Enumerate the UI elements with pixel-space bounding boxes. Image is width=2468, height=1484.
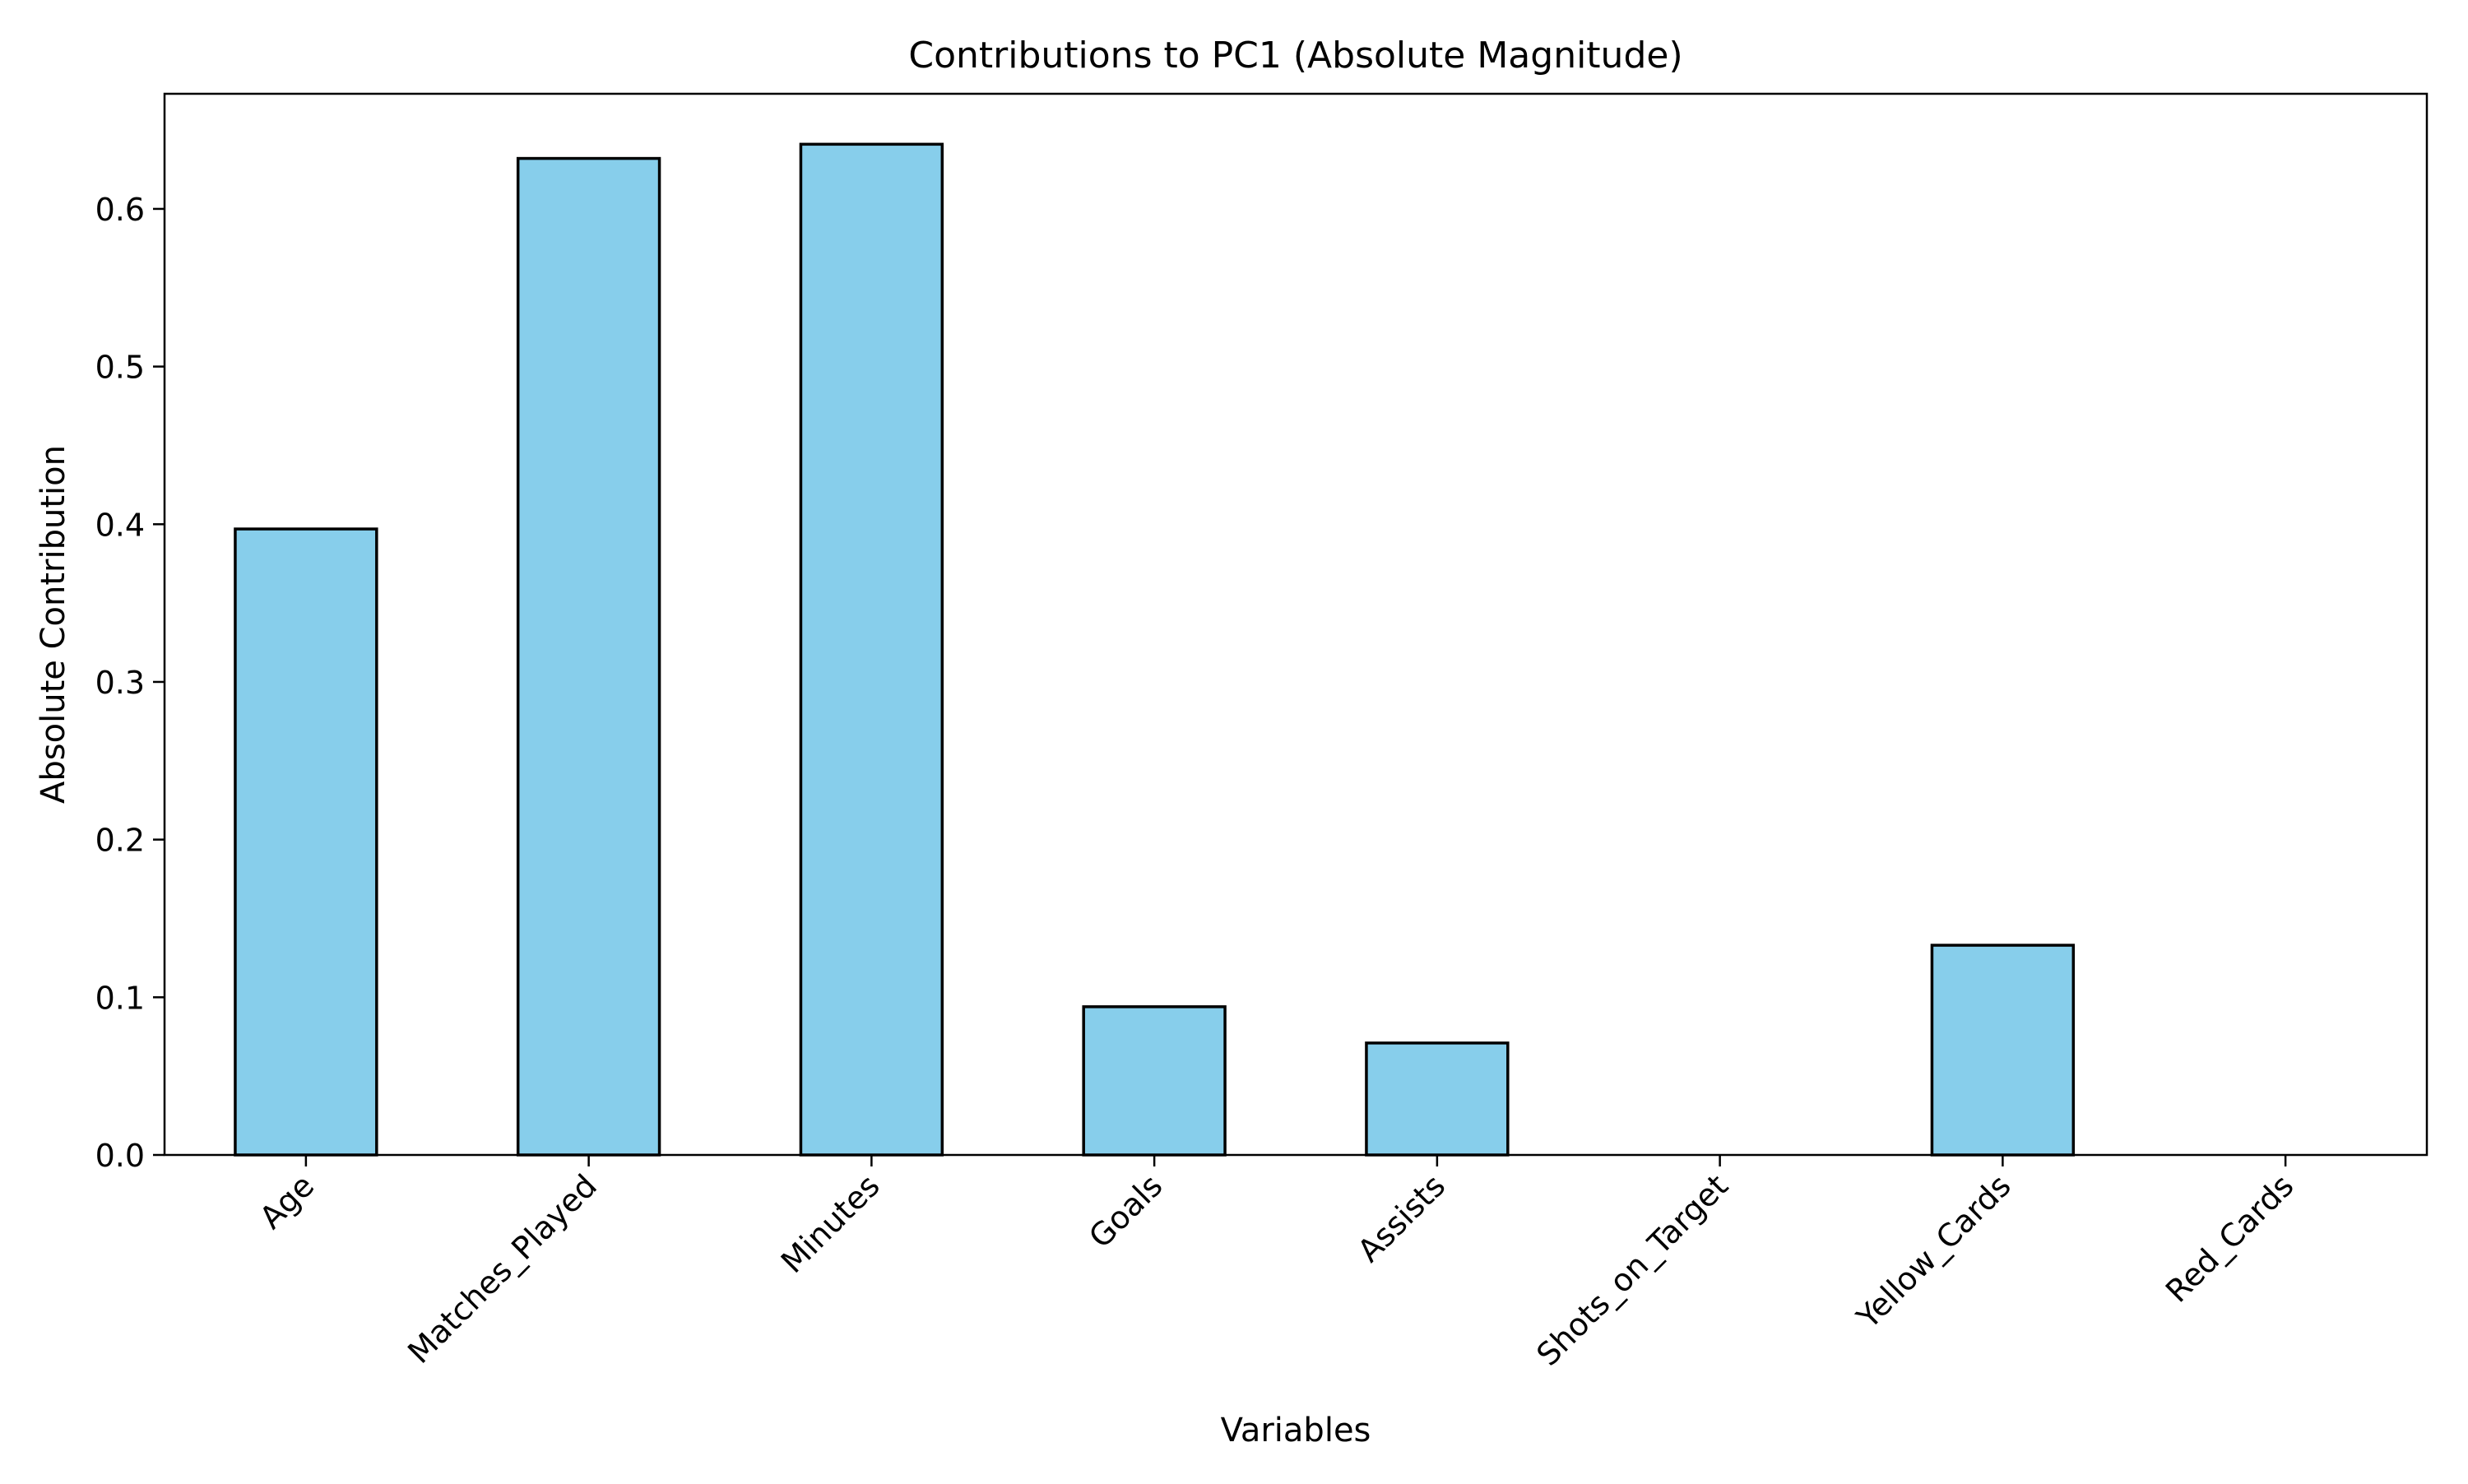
chart-title: Contributions to PC1 (Absolute Magnitude… — [908, 35, 1682, 77]
y-tick-label: 0.5 — [95, 350, 145, 386]
x-tick-label: Matches_Played — [401, 1167, 604, 1370]
bar — [1930, 944, 2076, 1157]
bar — [516, 156, 661, 1157]
x-axis-label: Variables — [1221, 1412, 1371, 1449]
x-axis: Age Matches_Played Minutes Goals Assists Shot… — [253, 1155, 2300, 1373]
y-tick-label: 0.1 — [95, 980, 145, 1016]
y-tick-label: 0.6 — [95, 192, 145, 228]
plot-frame — [163, 92, 2429, 1157]
x-tick-label: Red_Cards — [2159, 1167, 2300, 1309]
x-tick-label: Shots_on_Target — [1529, 1167, 1735, 1373]
x-tick-label: Yellow_Cards — [1849, 1167, 2018, 1336]
x-tick-label: Minutes — [774, 1167, 887, 1280]
bar — [1365, 1041, 1510, 1157]
y-tick-label: 0.0 — [95, 1138, 145, 1174]
x-tick-label: Assists — [1351, 1167, 1453, 1269]
bar — [799, 142, 944, 1157]
bar — [234, 527, 378, 1157]
y-tick-label: 0.4 — [95, 507, 145, 543]
y-axis: 0.0 0.1 0.2 0.3 0.4 0.5 0.6 — [95, 192, 165, 1174]
x-tick-label: Goals — [1082, 1167, 1169, 1254]
bars-group — [234, 142, 2076, 1157]
y-tick-label: 0.3 — [95, 665, 145, 701]
y-tick-label: 0.2 — [95, 823, 145, 859]
x-tick-label: Age — [253, 1167, 321, 1236]
y-axis-label: Absolute Contribution — [35, 445, 72, 804]
bar — [1082, 1005, 1227, 1157]
